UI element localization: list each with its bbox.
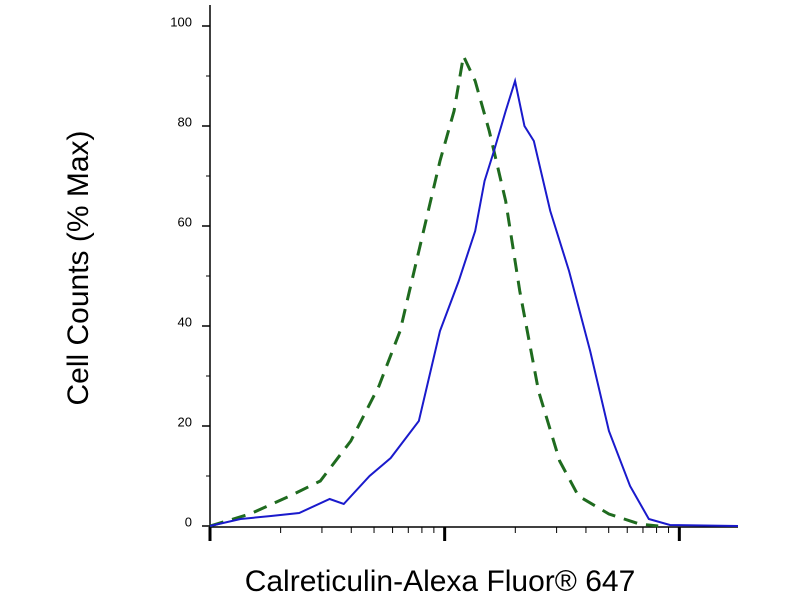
y-tick-label: 80 bbox=[178, 114, 192, 129]
y-tick-label: 40 bbox=[178, 314, 192, 329]
series-line bbox=[209, 77, 739, 527]
y-tick-label: 20 bbox=[178, 414, 192, 429]
series-line bbox=[209, 51, 659, 528]
y-axis-title: Cell Counts (% Max) bbox=[62, 130, 95, 405]
y-tick-label: 100 bbox=[170, 14, 192, 29]
x-axis-title: Calreticulin-Alexa Fluor® 647 bbox=[245, 565, 636, 598]
y-tick-label: 60 bbox=[178, 214, 192, 229]
y-tick-label: 0 bbox=[185, 514, 192, 529]
